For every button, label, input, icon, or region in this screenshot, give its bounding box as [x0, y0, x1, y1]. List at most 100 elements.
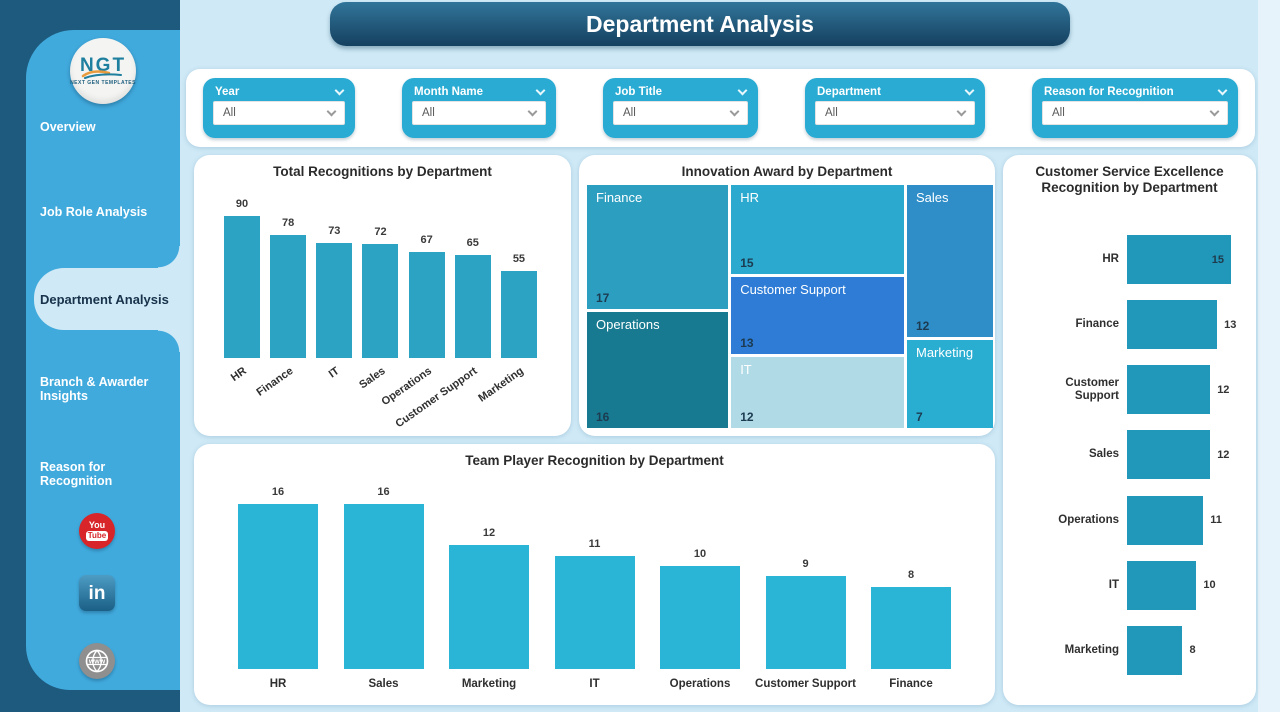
x-axis-label: Sales	[356, 365, 388, 392]
slicer-dropdown-job-title[interactable]: All	[613, 101, 748, 125]
sidebar-item-overview[interactable]: Overview	[26, 120, 180, 134]
treemap-tile-label: Operations	[596, 316, 660, 332]
slicer-year: Year All	[203, 78, 355, 138]
bar-column: 55 Marketing	[476, 213, 537, 405]
bar-marketing[interactable]	[500, 271, 537, 358]
slicer-dropdown-reason-for-recognition[interactable]: All	[1042, 101, 1228, 125]
slicer-dropdown-department[interactable]: All	[815, 101, 975, 125]
sidebar-item-label: Branch & Awarder Insights	[40, 375, 149, 403]
y-axis-label: Customer Support	[1065, 376, 1119, 402]
x-axis-label: Sales	[368, 678, 399, 690]
linkedin-icon[interactable]: in	[79, 575, 115, 611]
bar-customer-support[interactable]	[454, 255, 491, 358]
bar-customer-support[interactable]	[1127, 365, 1211, 415]
filter-bar: Year All Month Name All Job Title	[186, 69, 1255, 147]
bar-marketing[interactable]	[449, 545, 529, 669]
bar-sales[interactable]	[362, 244, 399, 358]
innovation-award-treemap: Finance 17 Operations 16 HR 15 Customer Suppor…	[587, 185, 993, 428]
youtube-icon-text: Tube	[85, 531, 109, 541]
treemap-tile-operations[interactable]: Operations 16	[587, 311, 729, 428]
bar-column: 9 Customer Support	[755, 504, 856, 690]
bar-value-label: 12	[1217, 448, 1230, 461]
chart-card-team-player: Team Player Recognition by Department 16…	[194, 444, 995, 705]
chevron-down-icon[interactable]	[964, 85, 975, 95]
chevron-down-icon[interactable]	[334, 85, 345, 95]
x-axis-label: Marketing	[461, 678, 517, 690]
y-axis-label: IT	[1108, 578, 1119, 591]
bar-marketing[interactable]	[1127, 625, 1183, 675]
x-axis-label: Marketing	[476, 365, 526, 405]
slicer-label: Month Name	[414, 86, 483, 98]
bar-column: 73 IT	[316, 213, 353, 380]
bar-column: 10 Operations	[660, 504, 740, 690]
globe-icon[interactable]: www	[79, 643, 115, 679]
bar-column: 11 IT	[554, 504, 635, 690]
team-player-plot: 16 HR 16 Sales 12 Marketing 11 IT 10 Operations 9 C…	[238, 486, 951, 690]
chart-title: Customer Service Excellence Recognition …	[1035, 164, 1224, 195]
sidebar-item-department-analysis[interactable]: Department Analysis	[34, 246, 180, 352]
bar-operations[interactable]	[1127, 495, 1204, 545]
page-title: Department Analysis	[586, 10, 814, 37]
chevron-down-icon[interactable]	[1217, 85, 1228, 95]
bar-hr[interactable]: 15	[1127, 235, 1231, 284]
y-axis-label: Finance	[1075, 318, 1119, 331]
bar-value-label: 12	[482, 527, 496, 540]
x-axis-label: Finance	[889, 678, 933, 690]
treemap-tile-it[interactable]: IT 12	[731, 356, 904, 428]
treemap-tile-value: 17	[596, 290, 610, 305]
treemap-tile-value: 7	[915, 410, 923, 424]
bar-it[interactable]	[554, 555, 635, 669]
treemap-tile-finance[interactable]: Finance 17	[587, 185, 729, 309]
treemap-tile-marketing[interactable]: Marketing 7	[906, 339, 993, 428]
bar-customer-support[interactable]	[765, 576, 846, 669]
sidebar-item-reason-for-recognition[interactable]: Reason for Recognition	[26, 460, 180, 488]
linkedin-icon-text: in	[88, 582, 106, 604]
sidebar-item-job-role-analysis[interactable]: Job Role Analysis	[26, 205, 180, 219]
sidebar: NGT NEXT GEN TEMPLATES Overview Job Role…	[26, 30, 180, 690]
right-edge-strip	[1258, 0, 1280, 712]
bar-finance[interactable]	[871, 586, 951, 669]
bar-value-label: 11	[1210, 514, 1222, 527]
bar-value-label: 55	[512, 253, 526, 266]
treemap-tile-value: 12	[915, 318, 930, 333]
treemap-tile-customer-support[interactable]: Customer Support 13	[731, 276, 904, 354]
treemap-column: HR 15 Customer Support 13 IT 12	[731, 185, 904, 428]
chevron-down-icon[interactable]	[535, 85, 546, 95]
bar-hr[interactable]	[238, 504, 318, 669]
treemap-tile-label: Finance	[596, 190, 643, 205]
bar-value-label: 67	[420, 234, 433, 247]
treemap-tile-hr[interactable]: HR 15	[731, 185, 904, 274]
bar-column: 65 Customer Support	[394, 213, 491, 430]
bar-operations[interactable]	[660, 565, 740, 669]
bar-value-label: 90	[235, 198, 249, 210]
bar-value-label: 72	[374, 226, 387, 239]
bar-row: HR 15	[1019, 235, 1242, 284]
bar-it[interactable]	[316, 242, 353, 358]
treemap-tile-sales[interactable]: Sales 12	[906, 185, 993, 337]
slicer-selected-value: All	[1052, 107, 1065, 119]
bar-row: Operations 11	[1019, 495, 1242, 545]
bar-value-label: 12	[1217, 383, 1230, 396]
logo-caption: NEXT GEN TEMPLATES	[70, 79, 136, 86]
bar-sales[interactable]	[1127, 430, 1211, 480]
bar-row: Finance 13	[1019, 300, 1242, 350]
youtube-icon[interactable]: You Tube	[79, 513, 115, 549]
bar-finance[interactable]	[1127, 300, 1218, 350]
bar-value-label: 13	[1224, 318, 1237, 331]
bar-it[interactable]	[1127, 560, 1197, 610]
slicer-label: Year	[215, 86, 240, 98]
treemap-tile-label: Customer Support	[740, 281, 846, 297]
bar-value-label: 8	[1189, 644, 1196, 657]
bar-finance[interactable]	[270, 234, 307, 358]
slicer-dropdown-year[interactable]: All	[213, 101, 345, 125]
sidebar-item-branch-awarder-insights[interactable]: Branch & Awarder Insights	[26, 375, 180, 403]
chart-title: Team Player Recognition by Department	[465, 453, 724, 468]
chart-card-total-recognitions: Total Recognitions by Department 90 HR 78 F…	[194, 155, 571, 436]
chevron-down-icon[interactable]	[737, 85, 748, 95]
globe-glyph: www	[85, 649, 109, 673]
bar-sales[interactable]	[343, 504, 424, 669]
slicer-dropdown-month-name[interactable]: All	[412, 101, 546, 125]
bar-operations[interactable]	[408, 252, 445, 358]
bar-hr[interactable]	[224, 216, 260, 358]
ngt-logo[interactable]: NGT NEXT GEN TEMPLATES	[70, 38, 136, 104]
